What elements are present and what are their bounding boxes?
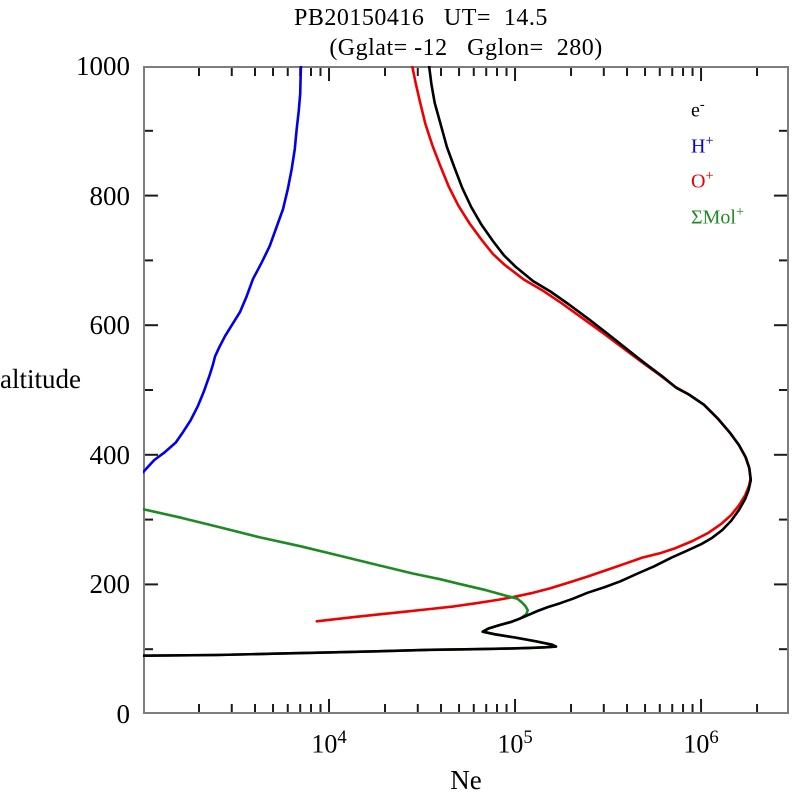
y-tick-label-400: 400 (89, 439, 131, 470)
y-tick-label-600: 600 (89, 310, 131, 341)
title-block: PB20150416 UT= 14.5 (Gglat= -12 Gglon= 2… (143, 0, 789, 62)
plot-frame (143, 66, 789, 714)
plot-area (143, 66, 789, 714)
legend-item-electron: e- (691, 97, 705, 122)
legend-item-o-plus: O+ (691, 168, 714, 193)
x-tick-label-1e5: 105 (497, 727, 533, 759)
series-electron (143, 66, 753, 657)
series-H+ (143, 66, 303, 474)
x-tick-label-1e6: 106 (683, 727, 719, 759)
legend: e- H+ O+ ΣMol+ (691, 94, 744, 229)
y-tick-label-0: 0 (116, 699, 131, 729)
plot-title: PB20150416 UT= 14.5 (294, 5, 548, 31)
x-tick-label-1e4: 104 (311, 727, 347, 759)
y-axis-label: altitude (0, 364, 81, 394)
plot-subtitle: (Gglat= -12 Gglon= 280) (329, 35, 603, 61)
legend-item-sum-mol-plus: ΣMol+ (691, 203, 745, 229)
x-axis-label: Ne (450, 765, 482, 795)
legend-item-h-plus: H+ (691, 132, 714, 158)
y-tick-label-1000: 1000 (76, 51, 130, 81)
y-tick-label-800: 800 (89, 180, 131, 211)
y-tick-label-200: 200 (89, 569, 131, 600)
series-O+ (315, 66, 752, 623)
